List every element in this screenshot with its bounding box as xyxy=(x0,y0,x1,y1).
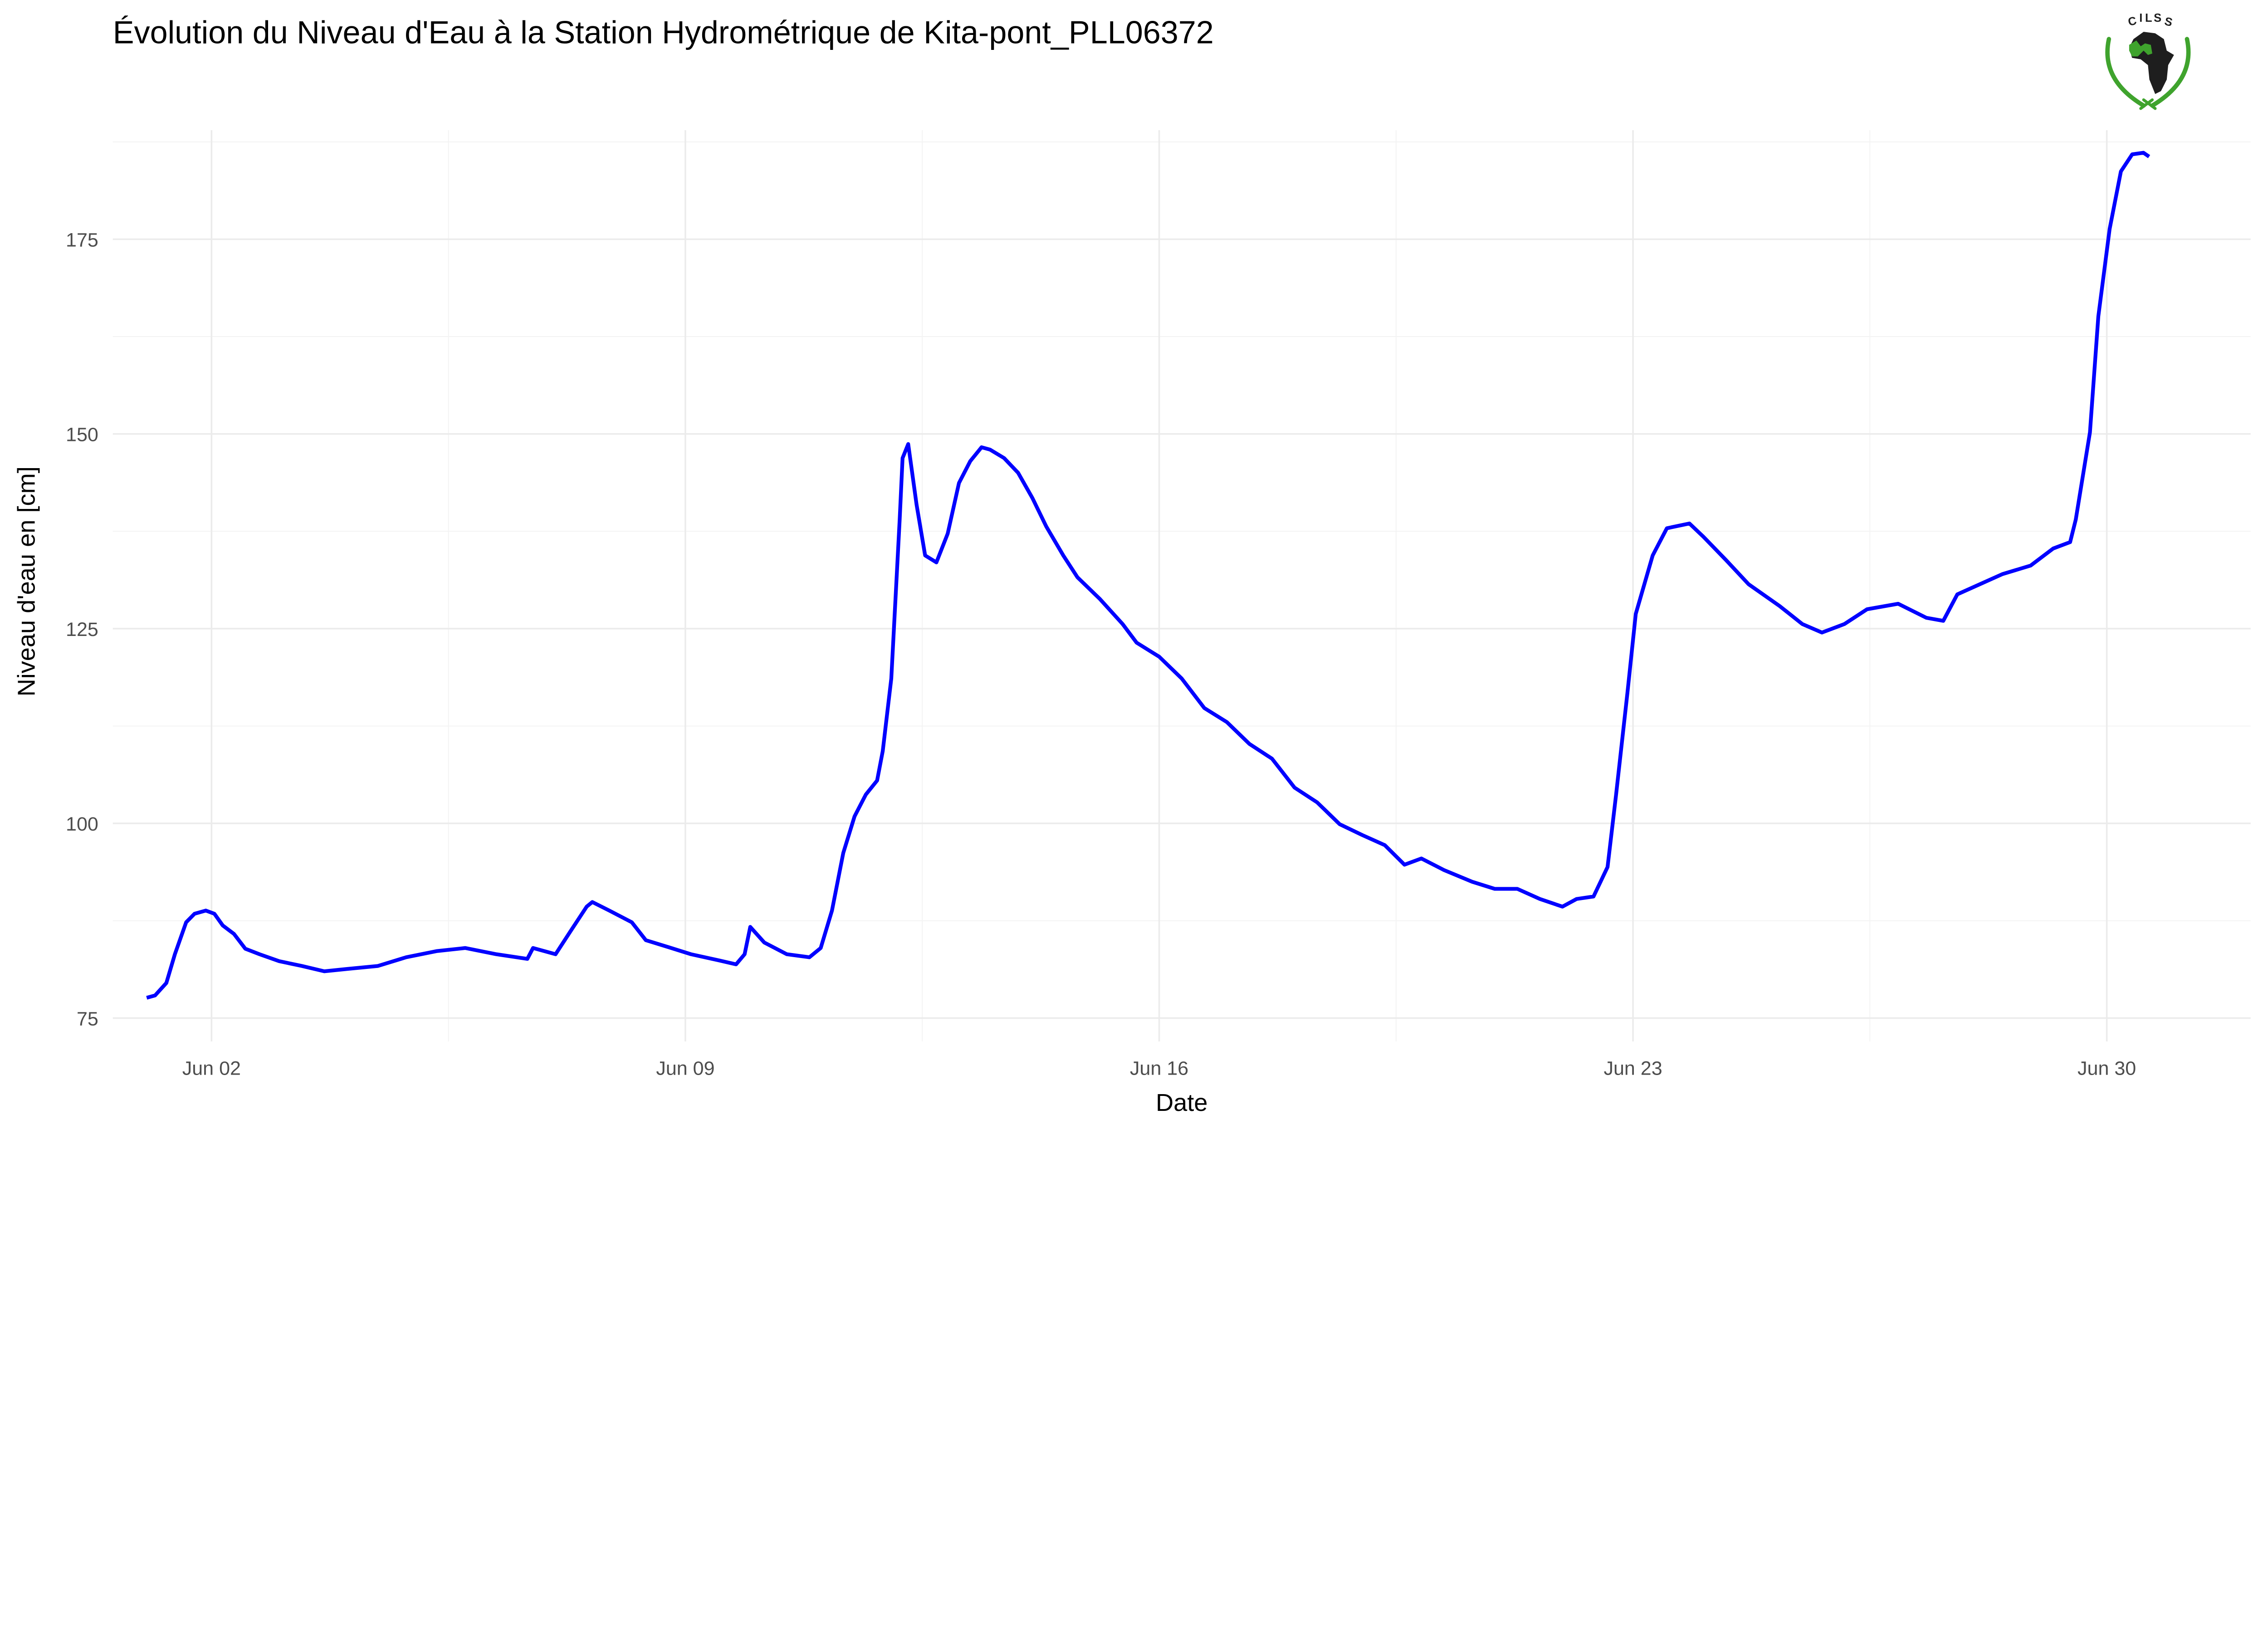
svg-text:S: S xyxy=(2154,12,2161,24)
y-tick-label: 125 xyxy=(66,619,98,640)
series-line xyxy=(146,151,2151,1000)
y-tick-label: 150 xyxy=(66,424,98,446)
x-tick-label: Jun 30 xyxy=(2077,1057,2136,1079)
y-tick-label: 75 xyxy=(77,1008,98,1030)
water-level-chart: Évolution du Niveau d'Eau à la Station H… xyxy=(0,0,2268,1134)
x-axis-label: Date xyxy=(1156,1089,1207,1116)
y-axis-ticks: 75 100 125 150 175 xyxy=(66,229,98,1030)
x-tick-label: Jun 23 xyxy=(1603,1057,1662,1079)
y-axis-label: Niveau d'eau en [cm] xyxy=(13,466,40,696)
x-tick-label: Jun 02 xyxy=(182,1057,241,1079)
chart-title: Évolution du Niveau d'Eau à la Station H… xyxy=(113,15,1214,50)
x-tick-label: Jun 16 xyxy=(1130,1057,1188,1079)
grid xyxy=(112,130,2251,1041)
svg-text:S: S xyxy=(2163,15,2174,29)
laurel-icon xyxy=(2105,37,2191,110)
background xyxy=(0,0,2268,1134)
x-axis-ticks: Jun 02 Jun 09 Jun 16 Jun 23 Jun 30 xyxy=(182,1057,2136,1079)
cilss-logo: C I L S S xyxy=(2105,12,2191,110)
y-tick-label: 100 xyxy=(66,813,98,835)
x-tick-label: Jun 09 xyxy=(656,1057,714,1079)
svg-text:L: L xyxy=(2145,12,2152,24)
y-tick-label: 175 xyxy=(66,229,98,251)
sahel-region xyxy=(2129,40,2152,57)
svg-text:I: I xyxy=(2139,12,2142,24)
